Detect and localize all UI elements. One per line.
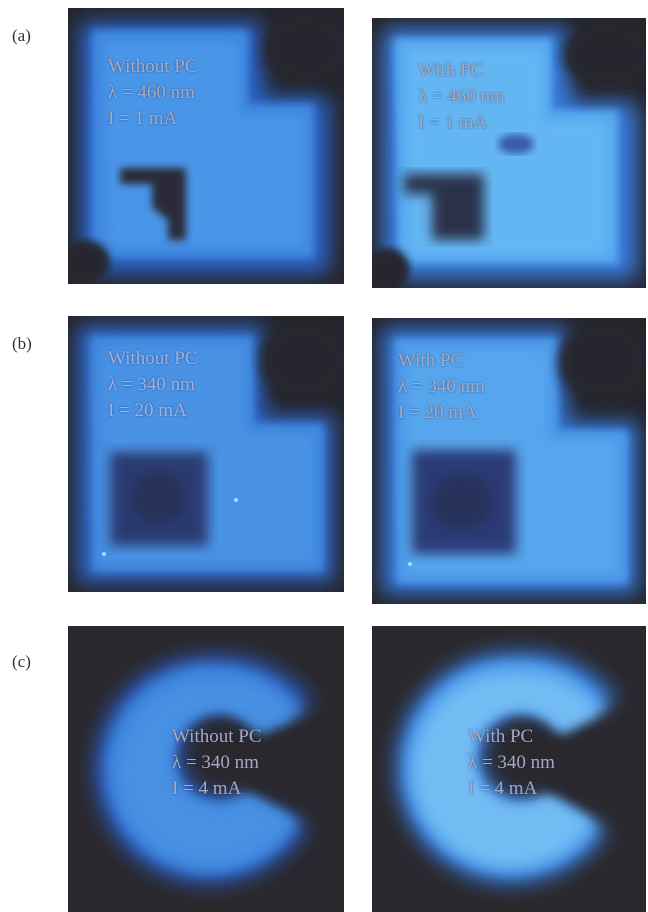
caption-line-condition: Without PC [108,56,198,77]
led-emission-image [68,316,344,592]
row-label-b: (b) [12,334,32,353]
caption-b-without-pc: Without PC λ = 340 nm I = 20 mA [108,346,198,424]
caption-a-without-pc: Without PC λ = 460 nm I = 1 mA [108,54,198,132]
caption-c-without-pc: Without PC λ = 340 nm I = 4 mA [172,724,262,802]
led-emission-image [372,318,646,604]
caption-line-wavelength: λ = 460 nm [418,86,505,107]
caption-line-condition: With PC [398,350,464,371]
caption-line-condition: With PC [418,60,484,81]
caption-a-with-pc: With PC λ = 460 nm I = 1 mA [418,58,505,136]
panel-b-without-pc: Without PC λ = 340 nm I = 20 mA [68,316,344,592]
led-emission-image [68,8,344,284]
caption-line-current: I = 20 mA [398,402,477,423]
caption-c-with-pc: With PC λ = 340 nm I = 4 mA [468,724,555,802]
caption-line-wavelength: λ = 340 nm [108,374,195,395]
caption-line-wavelength: λ = 460 nm [108,82,195,103]
panel-a-with-pc: With PC λ = 460 nm I = 1 mA [372,18,646,288]
caption-line-wavelength: λ = 340 nm [468,752,555,773]
panel-a-without-pc: Without PC λ = 460 nm I = 1 mA [68,8,344,284]
panel-c-without-pc: Without PC λ = 340 nm I = 4 mA [68,626,344,912]
caption-b-with-pc: With PC λ = 340 nm I = 20 mA [398,348,485,426]
panel-b-with-pc: With PC λ = 340 nm I = 20 mA [372,318,646,604]
caption-line-current: I = 20 mA [108,400,187,421]
row-label-c: (c) [12,652,31,671]
panel-c-with-pc: With PC λ = 340 nm I = 4 mA [372,626,646,912]
led-emission-image [68,626,344,912]
caption-line-wavelength: λ = 340 nm [398,376,485,397]
led-emission-image [372,18,646,288]
caption-line-condition: With PC [468,726,534,747]
caption-line-current: I = 1 mA [418,112,488,133]
caption-line-current: I = 1 mA [108,108,178,129]
caption-line-current: I = 4 mA [468,778,538,799]
led-emission-image [372,626,646,912]
row-label-a: (a) [12,26,31,45]
caption-line-condition: Without PC [108,348,198,369]
caption-line-wavelength: λ = 340 nm [172,752,259,773]
caption-line-current: I = 4 mA [172,778,242,799]
caption-line-condition: Without PC [172,726,262,747]
